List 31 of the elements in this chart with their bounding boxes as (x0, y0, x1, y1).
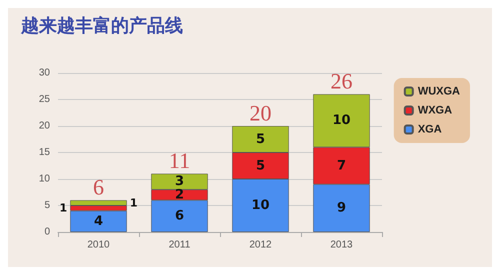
data-label: 3 (174, 174, 184, 190)
y-tick-label: 0 (44, 226, 50, 238)
data-label: 2 (174, 187, 184, 202)
y-tick-label: 15 (38, 147, 50, 158)
legend-label: XGA (418, 124, 442, 136)
y-tick-label: 5 (44, 200, 50, 211)
y-tick-label: 10 (38, 174, 50, 184)
y-tick-label: 20 (38, 120, 50, 132)
total-label: 26 (330, 68, 352, 94)
total-label: 6 (93, 174, 104, 200)
data-label: 5 (256, 132, 266, 147)
x-tick-label: 2010 (87, 240, 110, 250)
x-tick-label: 2011 (168, 240, 191, 250)
x-tick-label: 2013 (330, 240, 354, 250)
data-label: 1 (130, 196, 138, 210)
total-label: 11 (168, 148, 190, 174)
x-tick-label: 2012 (249, 240, 272, 250)
legend-label: WXGA (418, 104, 452, 116)
data-label: 10 (251, 198, 270, 213)
data-label: 1 (59, 202, 68, 215)
total-label: 20 (250, 100, 272, 126)
data-label: 5 (256, 158, 266, 174)
data-label: 7 (336, 158, 346, 174)
data-label: 4 (94, 214, 104, 229)
data-label: 10 (332, 113, 351, 128)
chart-title: 越来越丰富的产品线 (20, 16, 183, 36)
data-label: 9 (336, 200, 346, 216)
legend-label: WUXGA (418, 86, 460, 98)
y-tick-label: 25 (38, 94, 50, 105)
y-tick-label: 30 (38, 68, 50, 78)
data-label: 6 (174, 208, 184, 224)
